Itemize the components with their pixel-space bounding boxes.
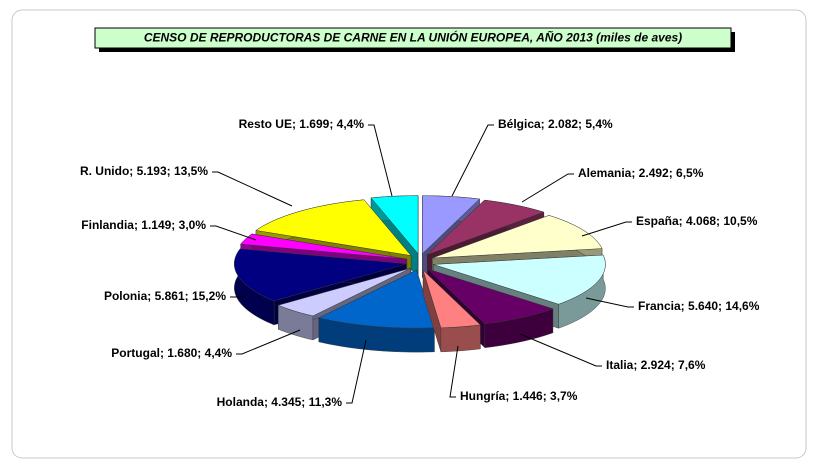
data-label: Alemania; 2.492; 6,5% — [578, 166, 704, 180]
leader-line — [368, 124, 393, 197]
leader-line — [451, 124, 494, 197]
slice-wall — [440, 324, 481, 353]
data-label: Francia; 5.640; 14,6% — [638, 299, 760, 313]
leader-line — [210, 225, 257, 241]
data-label: Portugal; 1.680; 4,4% — [111, 346, 232, 360]
data-label: Hungría; 1.446; 3,7% — [460, 389, 578, 403]
slice — [432, 215, 603, 259]
slice — [318, 269, 435, 329]
data-label: R. Unido; 5.193; 13,5% — [80, 164, 208, 178]
leader-line — [236, 329, 301, 355]
data-label: Italia; 2.924; 7,6% — [606, 358, 706, 372]
leader-line — [581, 221, 632, 237]
slice — [427, 199, 545, 256]
leader-line — [346, 339, 367, 404]
slice — [370, 195, 419, 255]
leader-line — [521, 173, 574, 203]
leader-line — [212, 171, 293, 207]
data-label: España; 4.068; 10,5% — [636, 214, 758, 228]
data-label: Polonia; 5.861; 15,2% — [104, 289, 226, 303]
slice — [255, 199, 412, 256]
slice — [234, 248, 407, 302]
leader-line — [585, 297, 634, 308]
data-label: Bélgica; 2.082; 5,4% — [498, 117, 613, 131]
leader-line — [519, 333, 602, 367]
data-label: Resto UE; 1.699; 4,4% — [239, 117, 365, 131]
slice — [422, 269, 481, 329]
slice — [427, 268, 554, 324]
slice — [433, 254, 606, 305]
data-label: Holanda; 4.345; 11,3% — [217, 395, 343, 409]
title-box — [94, 27, 732, 49]
chart-title: CENSO DE REPRODUCTORAS DE CARNE EN LA UN… — [144, 30, 682, 45]
slice — [240, 233, 407, 260]
labels: Bélgica; 2.082; 5,4% Alemania; 2.492; 6,5… — [80, 117, 760, 409]
slice — [422, 195, 481, 255]
slice — [277, 267, 411, 317]
data-label: Finlandia; 1.149; 3,0% — [81, 218, 206, 232]
pie — [234, 195, 606, 353]
leader-line — [449, 345, 459, 398]
